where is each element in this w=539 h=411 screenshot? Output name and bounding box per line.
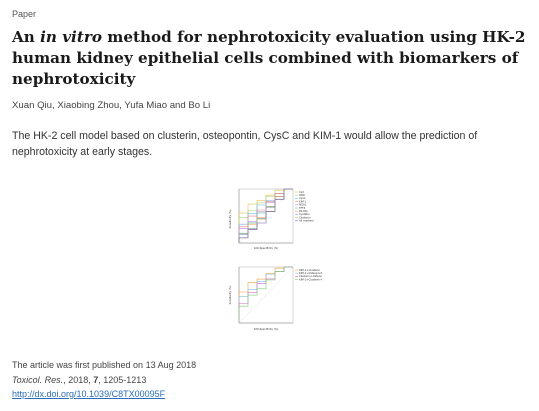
- top-legend-entry-4: NGAL: [299, 203, 307, 207]
- citation-year: 2018: [68, 375, 89, 385]
- citation-line: Toxicol. Res., 2018, 7, 1205-1213: [12, 375, 147, 385]
- top-legend-entry-2: CysC: [299, 196, 306, 200]
- top-roc-curves: [238, 188, 293, 243]
- bottom-curves-curve-3: [238, 266, 293, 323]
- bottom-legend-entry-2: Clusterin+Osteopontin: [299, 274, 322, 278]
- title-italic: in vitro: [40, 28, 102, 46]
- top-legend-entry-5: TFF3: [299, 206, 306, 210]
- top-legend-entry-8: Clusterin: [299, 215, 311, 219]
- title-part-1: An: [12, 28, 41, 46]
- author-list: Xuan Qiu, Xiaobing Zhou, Yufa Miao and B…: [12, 100, 211, 111]
- article-summary: The HK-2 cell model based on clusterin, …: [12, 130, 478, 158]
- top-legend-entry-1: OPN: [299, 193, 305, 197]
- article-type-label: Paper: [12, 9, 37, 19]
- top-legend-entry-9: All markers: [299, 219, 314, 223]
- top-legend-entry-6: β2-MG: [299, 209, 308, 213]
- bottom-legend-entry-3: KIM-1+Clusterin+Osteopontin: [299, 277, 322, 281]
- bottom-roc-curves: [238, 266, 293, 323]
- graphical-abstract: Sensitivity (%) 100-Specificity (%) CLUO…: [228, 187, 322, 333]
- top-legend-entry-7: Cystatin: [299, 212, 310, 216]
- top-legend: CLUOPNCysCKIM-1NGALTFF3β2-MGCystatinClus…: [295, 190, 314, 223]
- bottom-legend-entry-1: KIM-1+Osteopontin: [299, 271, 322, 275]
- doi-link[interactable]: http://dx.doi.org/10.1039/C8TX00095F: [12, 389, 166, 399]
- top-legend-entry-0: CLU: [299, 190, 304, 194]
- top-curves-curve-9: [238, 188, 293, 243]
- citation-pages: 1205-1213: [103, 375, 147, 385]
- bottom-roc-chart: Sensitivity (%) 100-Specificity (%) KIM-…: [228, 263, 322, 333]
- top-xlabel: 100-Specificity (%): [254, 246, 279, 250]
- top-ylabel: Sensitivity (%): [228, 210, 232, 229]
- journal-name: Toxicol. Res.: [12, 375, 64, 385]
- bottom-legend: KIM-1+ClusterinKIM-1+OsteopontinClusteri…: [295, 268, 322, 281]
- bottom-xlabel: 100-Specificity (%): [254, 327, 279, 331]
- first-published-line: The article was first published on 13 Au…: [12, 360, 197, 370]
- bottom-legend-entry-0: KIM-1+Clusterin: [299, 268, 320, 272]
- top-legend-entry-3: KIM-1: [299, 199, 307, 203]
- top-roc-chart: Sensitivity (%) 100-Specificity (%) CLUO…: [228, 187, 322, 251]
- article-title[interactable]: An in vitro method for nephrotoxicity ev…: [12, 27, 532, 90]
- title-part-2: method for nephrotoxicity evaluation usi…: [12, 28, 526, 88]
- bottom-ylabel: Sensitivity (%): [228, 286, 232, 305]
- citation-volume: 7: [93, 375, 99, 385]
